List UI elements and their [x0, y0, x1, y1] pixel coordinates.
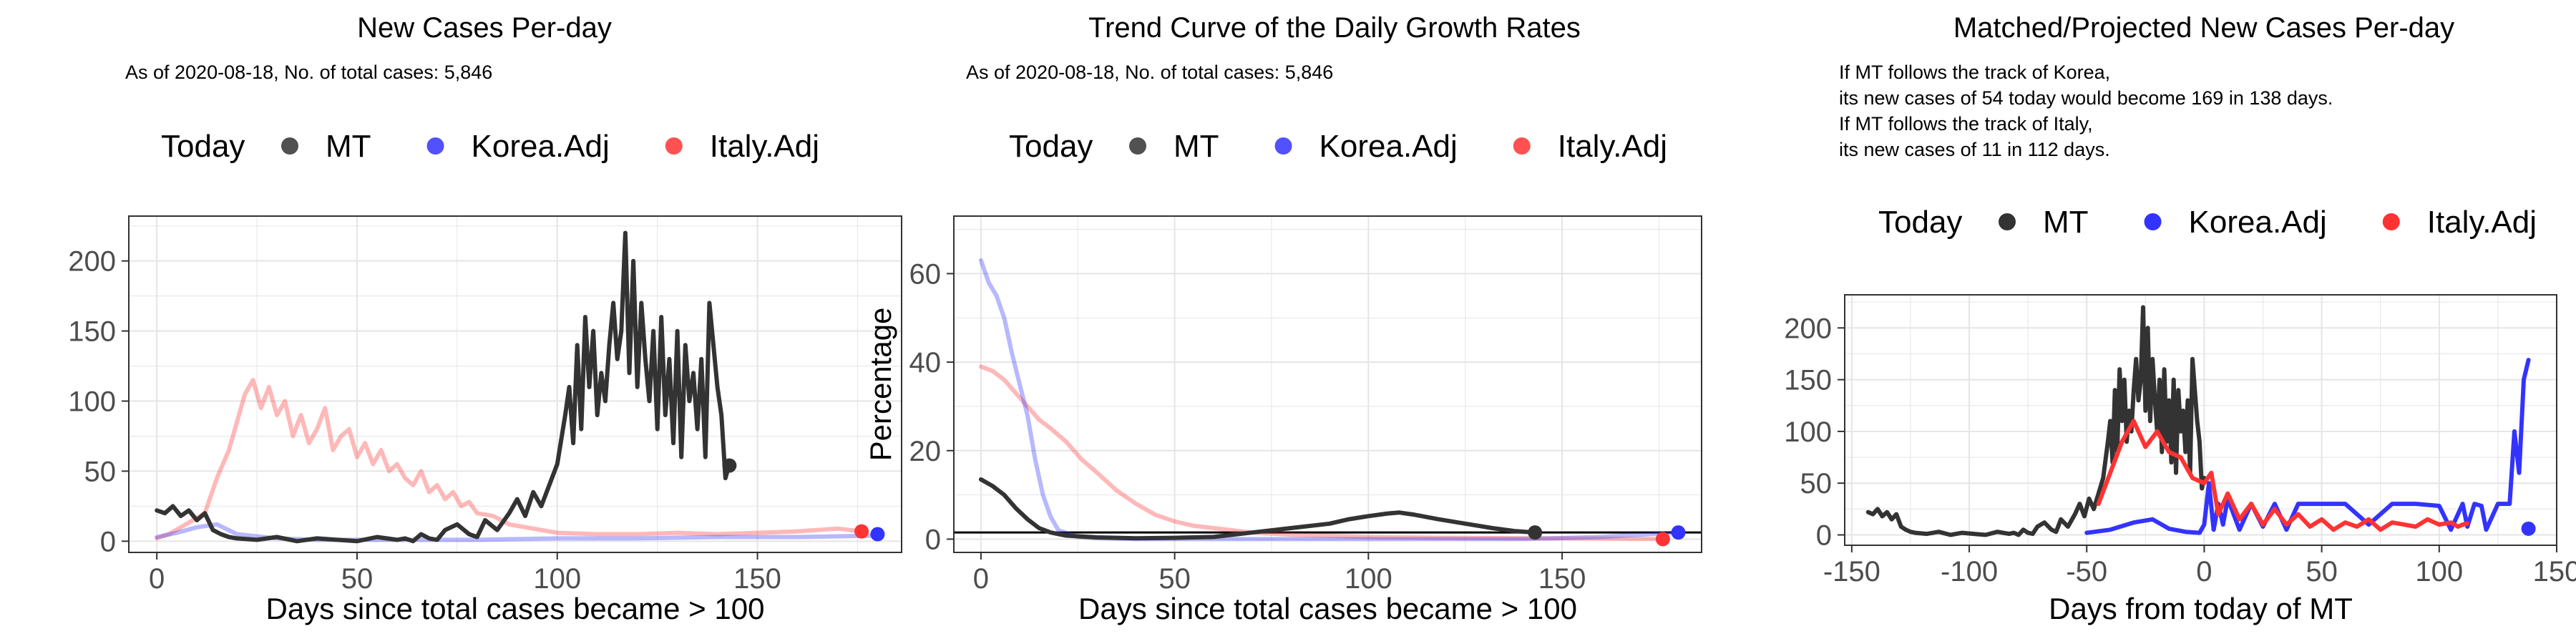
legend-title: Today [161, 129, 245, 164]
legend-key-italy [2382, 213, 2400, 230]
chart-title: Matched/Projected New Cases Per-day [1953, 12, 2454, 44]
chart-title: Trend Curve of the Daily Growth Rates [1088, 12, 1581, 44]
x-tick-label: 50 [1158, 563, 1191, 595]
x-axis-label: Days since total cases became > 100 [1078, 592, 1577, 625]
y-tick-label: 0 [1816, 520, 1832, 552]
plot-border [1844, 294, 2557, 546]
legend-label-italy: Italy.Adj [2427, 205, 2537, 240]
legend: Today MT Korea.Adj Italy.Adj [161, 129, 819, 164]
plot-border [953, 215, 1702, 553]
plot-background [1845, 295, 2557, 545]
y-axis-label: Percentage [864, 308, 897, 462]
chart-subtitle: its new cases of 54 today would become 1… [1839, 87, 2333, 109]
gridlines [954, 216, 1702, 552]
x-tick-label: 50 [2306, 556, 2338, 587]
series-line-korea [2084, 358, 2531, 535]
chart-panel-1: New Cases Per-day As of 2020-08-18, No. o… [68, 12, 902, 625]
x-tick-label: -100 [1941, 556, 1998, 587]
y-tick-label: 50 [1800, 468, 1833, 499]
x-tick-label: -50 [2066, 556, 2107, 587]
series-line-mt [155, 230, 732, 544]
legend-key-italy [665, 137, 683, 155]
chart-title: New Cases Per-day [357, 12, 612, 44]
series-line-italy [2096, 419, 2470, 532]
x-axis-label: Days from today of MT [2049, 592, 2353, 625]
x-tick-label: 150 [2533, 556, 2576, 587]
series-line-italy [978, 364, 1665, 542]
chart-subtitle: its new cases of 11 in 112 days. [1839, 139, 2110, 160]
y-tick-label: 200 [68, 246, 116, 278]
x-tick-label: 0 [2196, 556, 2212, 587]
y-tick-label: 150 [68, 316, 116, 348]
x-tick-label: 50 [341, 563, 374, 595]
today-point-italy [854, 524, 869, 539]
legend-title: Today [1878, 205, 1962, 240]
y-tick-label: 100 [1784, 416, 1832, 448]
legend-label-korea: Korea.Adj [472, 129, 610, 164]
x-tick-label: 100 [2415, 556, 2463, 587]
today-point-italy [1655, 532, 1670, 547]
y-tick-label: 50 [84, 456, 117, 487]
legend-label-italy: Italy.Adj [1558, 129, 1667, 164]
chart-subtitle: If MT follows the track of Italy, [1839, 113, 2093, 135]
series-line-mt [978, 477, 1538, 541]
legend-title: Today [1009, 129, 1093, 164]
y-tick-label: 100 [68, 386, 116, 418]
x-tick-label: 100 [1345, 563, 1392, 595]
series-line-korea [978, 258, 1681, 542]
y-tick-label: 40 [909, 347, 942, 379]
legend-label-korea: Korea.Adj [1319, 129, 1458, 164]
legend-label-italy: Italy.Adj [710, 129, 819, 164]
chart-panel-3: Matched/Projected New Cases Per-day If MT… [1784, 12, 2576, 625]
x-tick-label: -150 [1823, 556, 1880, 587]
plot-background [954, 216, 1702, 552]
x-axis-label: Days since total cases became > 100 [266, 592, 765, 625]
plot-border [128, 215, 902, 553]
y-tick-label: 0 [100, 526, 116, 557]
y-tick-label: 200 [1784, 313, 1832, 344]
series-line-italy [155, 378, 864, 541]
legend-key-mt [1129, 137, 1146, 155]
y-tick-label: 20 [909, 436, 942, 467]
y-tick-label: 0 [925, 524, 941, 555]
chart-subtitle: As of 2020-08-18, No. of total cases: 5,… [966, 62, 1333, 83]
chart-panel-2: Trend Curve of the Daily Growth Rates As … [864, 12, 1702, 625]
legend-key-mt [281, 137, 298, 155]
legend-key-mt [1999, 213, 2016, 230]
x-tick-label: 150 [733, 563, 781, 595]
x-tick-label: 0 [973, 563, 989, 595]
chart-subtitle: As of 2020-08-18, No. of total cases: 5,… [125, 62, 492, 83]
x-tick-label: 100 [533, 563, 581, 595]
x-tick-label: 0 [149, 563, 165, 595]
today-point-mt [722, 458, 737, 473]
legend-label-korea: Korea.Adj [2189, 205, 2327, 240]
legend-label-mt: MT [1174, 129, 1219, 164]
y-tick-label: 150 [1784, 365, 1832, 396]
today-point-korea [1671, 525, 1686, 540]
y-tick-label: 60 [909, 258, 942, 290]
legend-key-korea [2144, 213, 2162, 230]
legend-key-korea [426, 137, 444, 155]
today-point-korea [2521, 521, 2536, 536]
legend: Today MT Korea.Adj Italy.Adj [1878, 205, 2537, 240]
legend-label-mt: MT [2043, 205, 2089, 240]
x-tick-label: 150 [1538, 563, 1586, 595]
legend-label-mt: MT [326, 129, 371, 164]
plot-background [129, 216, 902, 552]
legend-key-italy [1513, 137, 1531, 155]
legend: Today MT Korea.Adj Italy.Adj [1009, 129, 1667, 164]
legend-key-korea [1274, 137, 1292, 155]
chart-subtitle: If MT follows the track of Korea, [1839, 62, 2110, 83]
today-point-korea [870, 527, 885, 542]
today-point-mt [1528, 525, 1543, 540]
